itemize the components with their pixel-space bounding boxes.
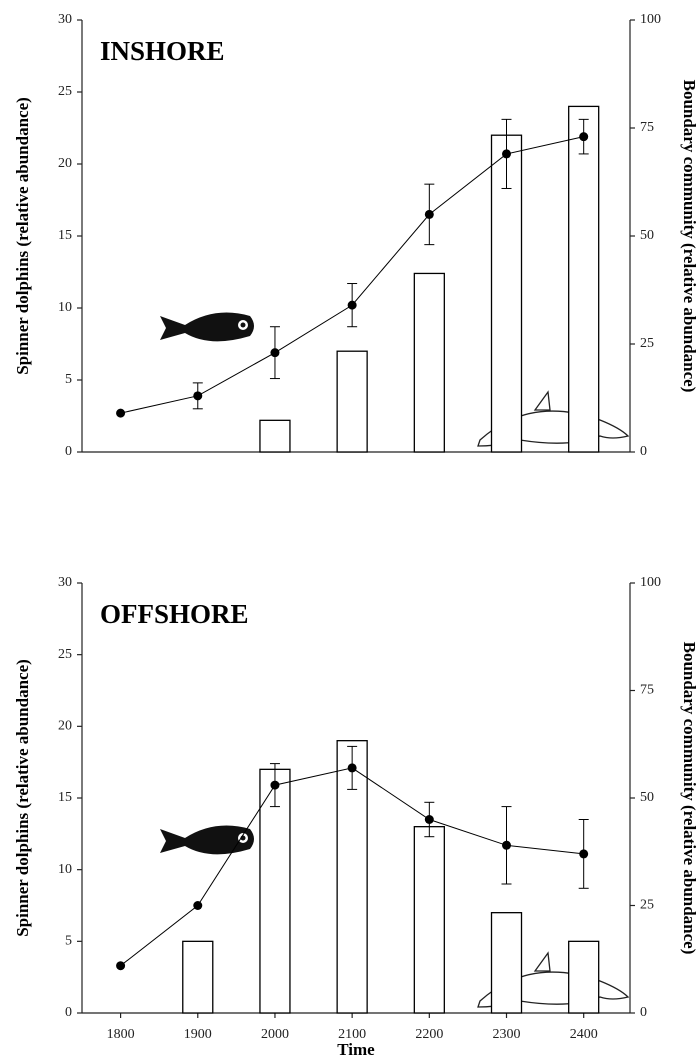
point <box>193 901 202 910</box>
bar <box>414 827 444 1013</box>
bar <box>337 351 367 452</box>
y2-tick-label: 100 <box>640 12 661 27</box>
point <box>116 961 125 970</box>
y-tick-label: 30 <box>58 12 72 27</box>
x-tick-label: 2400 <box>570 1027 598 1042</box>
y-tick-label: 0 <box>65 444 72 459</box>
point <box>502 149 511 158</box>
y2-axis-label: Boundary community (relative abundance) <box>680 642 698 955</box>
bar <box>260 420 290 452</box>
y-tick-label: 25 <box>58 647 72 662</box>
x-tick-label: 2000 <box>261 1027 289 1042</box>
y-tick-label: 0 <box>65 1005 72 1020</box>
y2-tick-label: 75 <box>640 120 654 135</box>
y-tick-label: 30 <box>58 575 72 590</box>
chart-title: OFFSHORE <box>100 599 249 629</box>
y-tick-label: 25 <box>58 84 72 99</box>
fish-icon <box>160 313 254 342</box>
chart-title: INSHORE <box>100 36 225 66</box>
y2-tick-label: 25 <box>640 336 654 351</box>
x-tick-label: 2300 <box>493 1027 521 1042</box>
bar <box>569 106 599 452</box>
point <box>502 841 511 850</box>
y2-axis-label: Boundary community (relative abundance) <box>680 80 698 393</box>
y-tick-label: 20 <box>58 156 72 171</box>
point <box>579 849 588 858</box>
x-axis-label: Time <box>337 1040 375 1059</box>
x-tick-label: 1900 <box>184 1027 212 1042</box>
figure: INSHORE Spinner dolphins (relative abunda… <box>0 0 698 1062</box>
point <box>270 781 279 790</box>
point <box>579 132 588 141</box>
y-axis-label: Spinner dolphins (relative abundance) <box>13 659 32 937</box>
y2-tick-label: 100 <box>640 575 661 590</box>
point <box>348 301 357 310</box>
bar <box>183 941 213 1013</box>
point <box>425 210 434 219</box>
y-tick-label: 15 <box>58 228 72 243</box>
point <box>425 815 434 824</box>
y-tick-label: 20 <box>58 719 72 734</box>
x-tick-label: 2200 <box>415 1027 443 1042</box>
y2-tick-label: 50 <box>640 228 654 243</box>
point <box>116 409 125 418</box>
y2-tick-label: 0 <box>640 1005 647 1020</box>
y2-tick-label: 75 <box>640 683 654 698</box>
y-tick-label: 5 <box>65 372 72 387</box>
x-tick-label: 1800 <box>107 1027 135 1042</box>
y-tick-label: 15 <box>58 790 72 805</box>
y2-tick-label: 0 <box>640 444 647 459</box>
point <box>270 348 279 357</box>
y-tick-label: 5 <box>65 934 72 949</box>
point <box>193 391 202 400</box>
bar <box>492 913 522 1013</box>
y2-tick-label: 50 <box>640 790 654 805</box>
y-axis-label: Spinner dolphins (relative abundance) <box>13 97 32 375</box>
y-tick-label: 10 <box>58 862 72 877</box>
y2-tick-label: 25 <box>640 898 654 913</box>
bar <box>414 273 444 452</box>
bar <box>569 941 599 1013</box>
y-tick-label: 10 <box>58 300 72 315</box>
point <box>348 763 357 772</box>
